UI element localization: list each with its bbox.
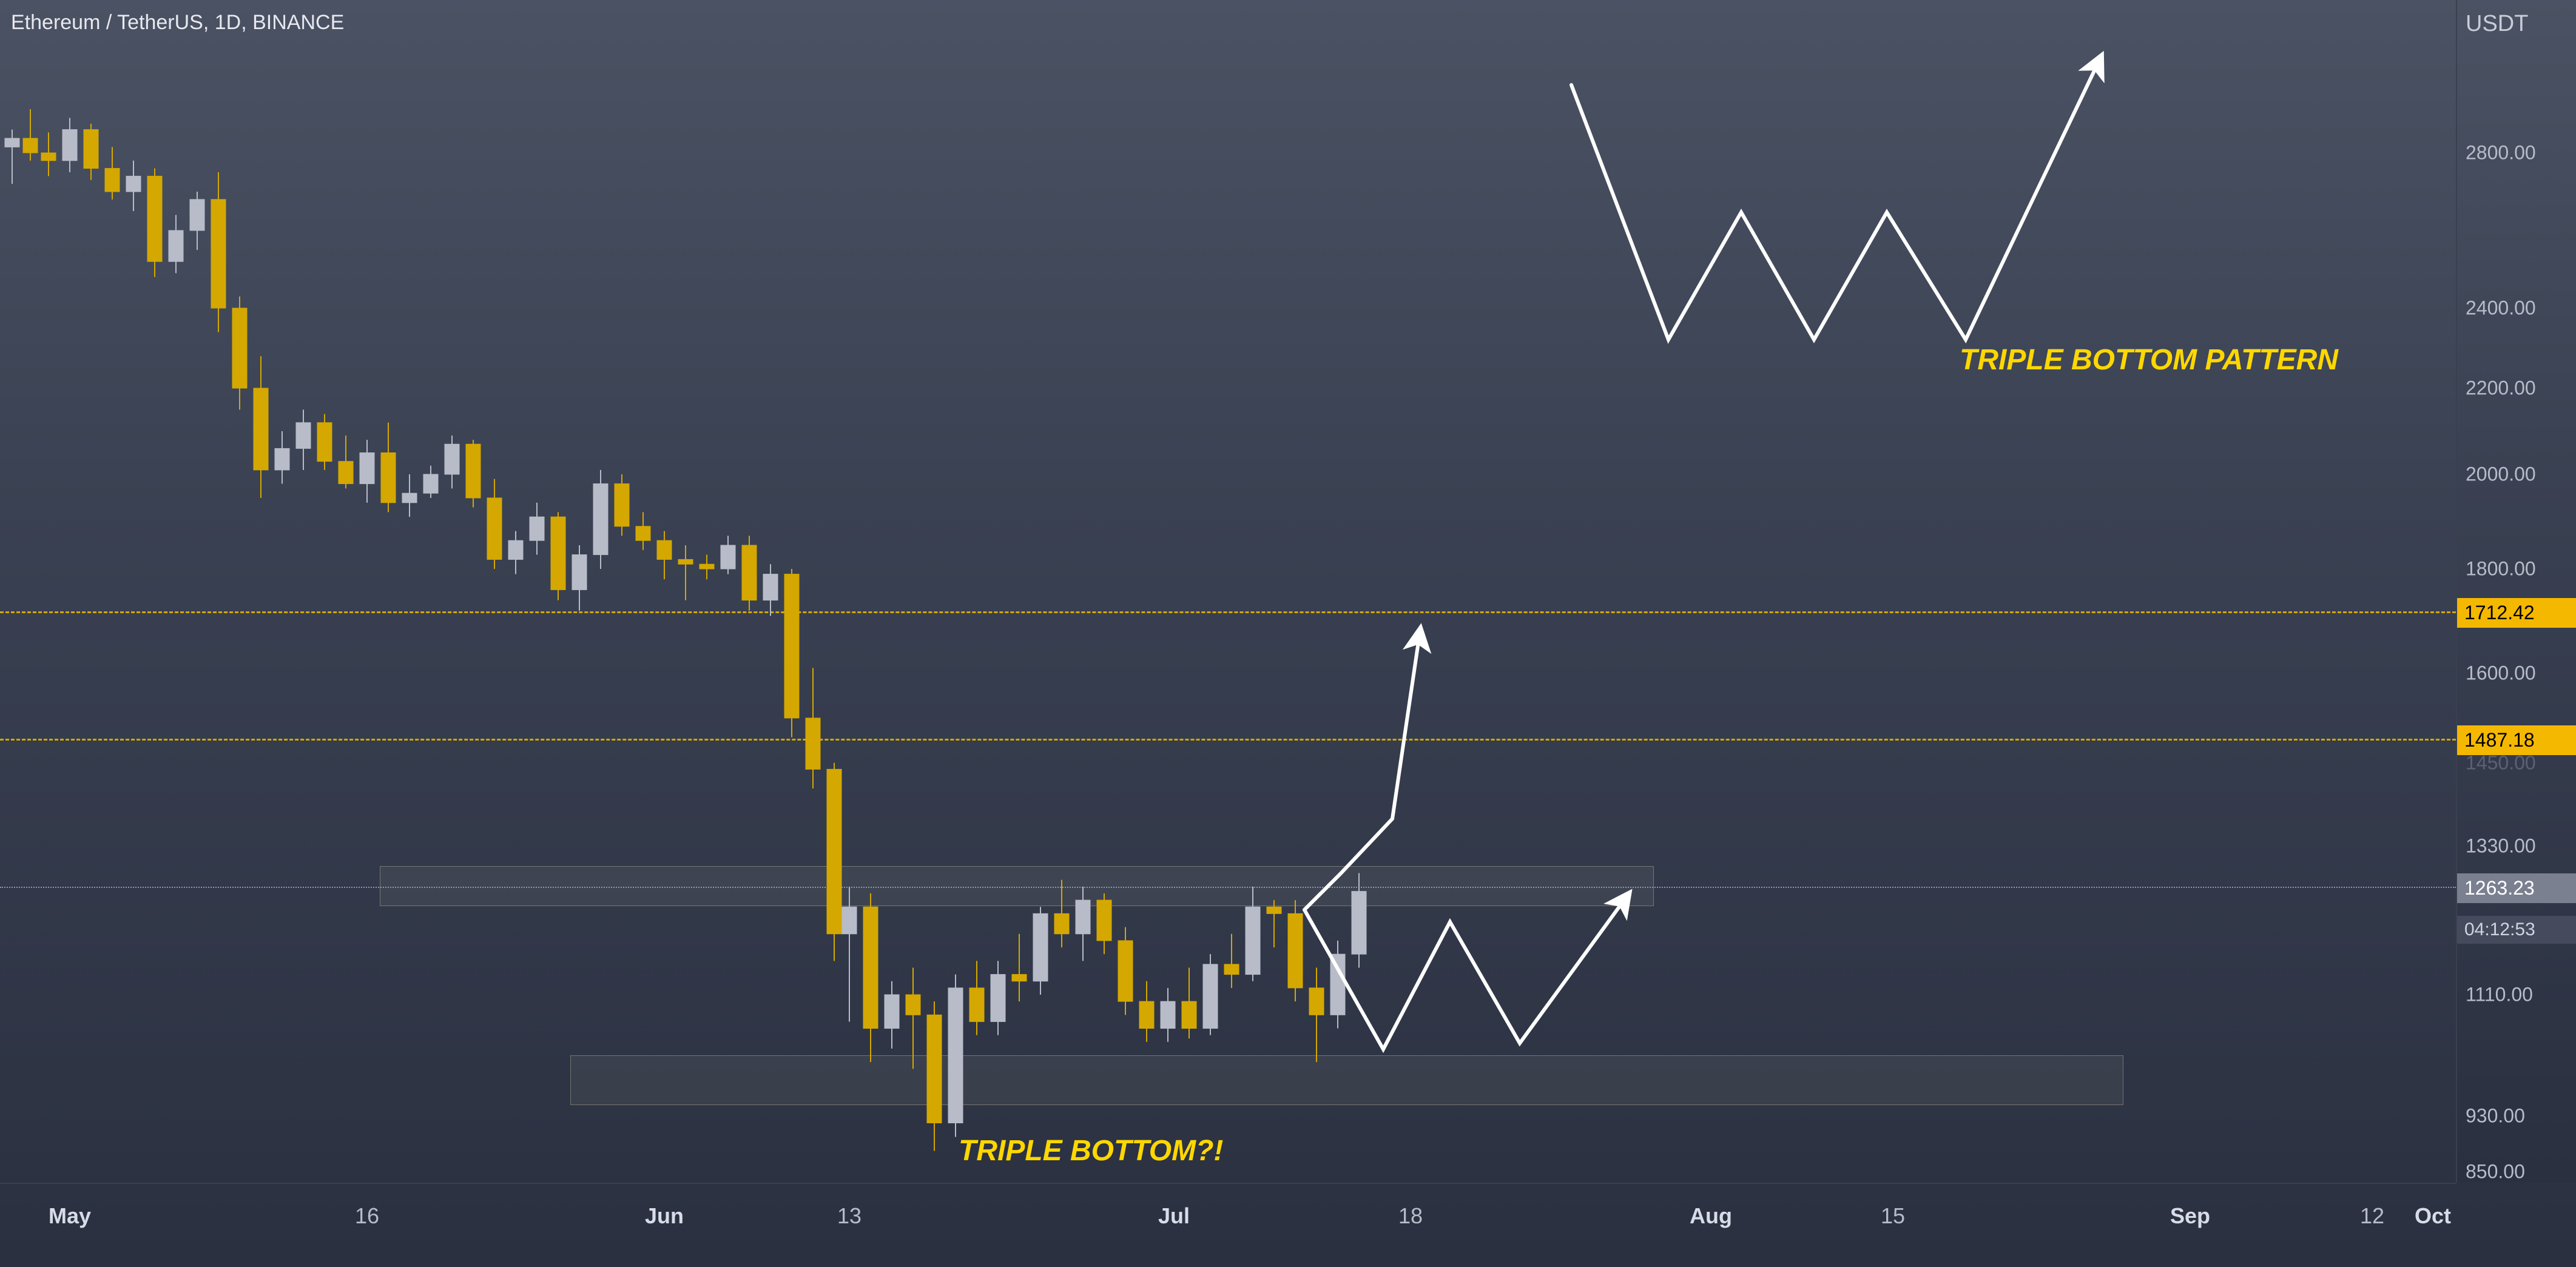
annotation-triple-bottom-question: TRIPLE BOTTOM?! <box>959 1134 1223 1168</box>
y-tick-label: 1330.00 <box>2466 835 2536 858</box>
price-tag: 1263.23 <box>2457 873 2576 903</box>
y-tick-label: 2200.00 <box>2466 377 2536 400</box>
y-tick-label: 2800.00 <box>2466 142 2536 164</box>
y-tick-label: 850.00 <box>2466 1161 2525 1183</box>
x-tick-label: Jul <box>1158 1203 1190 1229</box>
support-zone <box>570 1055 2123 1105</box>
y-tick-label: 2400.00 <box>2466 297 2536 320</box>
annotation-triple-bottom-pattern: TRIPLE BOTTOM PATTERN <box>1960 343 2338 377</box>
x-tick-label: Sep <box>2170 1203 2210 1229</box>
y-axis-unit: USDT <box>2466 11 2528 37</box>
x-tick-label: 13 <box>837 1203 861 1229</box>
x-tick-label: 16 <box>355 1203 379 1229</box>
y-tick-label: 1110.00 <box>2466 984 2533 1006</box>
y-tick-label: 2000.00 <box>2466 463 2536 486</box>
x-axis: May 16 Jun 13 Jul 18 Aug 15 Sep 12 Oct <box>0 1183 2456 1267</box>
chart-svg-overlay <box>0 0 2456 1183</box>
y-tick-label: 1800.00 <box>2466 558 2536 580</box>
x-tick-label: 12 <box>2360 1203 2384 1229</box>
y-tick-label: 1600.00 <box>2466 662 2536 685</box>
x-tick-label: Aug <box>1690 1203 1732 1229</box>
price-tag: 1487.18 <box>2457 725 2576 755</box>
x-tick-label: 18 <box>1398 1203 1423 1229</box>
x-tick-label: Jun <box>645 1203 684 1229</box>
chart-container: Ethereum / TetherUS, 1D, BINANCE TRIPLE … <box>0 0 2576 1267</box>
x-tick-label: May <box>49 1203 91 1229</box>
y-tick-label: 930.00 <box>2466 1105 2525 1128</box>
chart-title: Ethereum / TetherUS, 1D, BINANCE <box>11 11 344 35</box>
x-tick-label: 15 <box>1881 1203 1905 1229</box>
resistance-zone <box>380 866 1654 906</box>
price-line <box>0 611 2456 613</box>
countdown-timer: 04:12:53 <box>2457 916 2576 944</box>
price-tag: 1712.42 <box>2457 598 2576 628</box>
price-line <box>0 887 2456 888</box>
y-axis: USDT 2800.00 2400.00 2200.00 2000.00 1800.00… <box>2456 0 2576 1183</box>
price-line <box>0 739 2456 741</box>
y-tick-label: 1450.00 <box>2466 752 2536 775</box>
x-tick-label: Oct <box>2415 1203 2451 1229</box>
chart-plot-area[interactable]: TRIPLE BOTTOM?! TRIPLE BOTTOM PATTERN <box>0 0 2456 1183</box>
